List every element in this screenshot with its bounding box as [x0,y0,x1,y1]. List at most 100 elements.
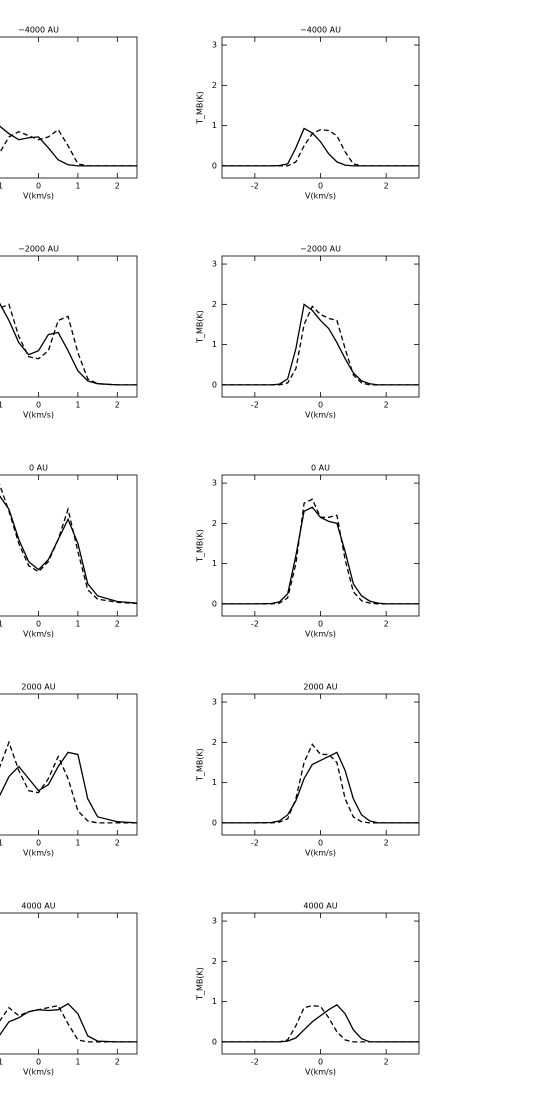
axes-frame [0,912,138,1055]
y-tick-label: 2 [212,300,217,309]
y-tick-label: 0 [212,1037,217,1046]
y-tick-label: 2 [212,519,217,528]
x-tick-label: -1 [0,401,3,410]
y-tick-label: 2 [212,738,217,747]
x-tick-label: -1 [0,1058,3,1067]
x-axis-label: V(km/s) [305,192,336,201]
panel-title: 0 AU [29,464,48,473]
spectrum-line [222,127,419,167]
spectrum-line [0,1004,137,1043]
axes-frame [0,255,138,398]
spectrum-line [222,751,419,824]
x-tick-label: -1 [0,182,3,191]
panel-title: 0 AU [311,464,330,473]
axes-frame [221,255,420,398]
x-tick-label: 2 [115,839,120,848]
x-tick-label: -2 [251,620,259,629]
spectrum-line [222,498,419,605]
y-axis-label: T_MB(K) [196,91,205,125]
x-tick-label: 1 [75,839,80,848]
axes-frame [221,912,420,1055]
x-tick-label: 2 [115,620,120,629]
x-tick-label: -2 [251,182,259,191]
axes-frame [221,474,420,617]
x-tick-label: -2 [251,401,259,410]
x-tick-label: 2 [384,401,389,410]
spectrum-line [0,302,137,386]
x-axis-label: V(km/s) [23,1068,54,1077]
x-tick-label: 1 [75,401,80,410]
panel-title: 4000 AU [21,902,55,911]
x-tick-label: 0 [36,401,41,410]
x-tick-label: -2 [251,1058,259,1067]
panel-title: −2000 AU [300,245,341,254]
x-tick-label: 0 [318,1058,323,1067]
x-axis-label: V(km/s) [305,849,336,858]
spectrum-line [0,740,137,824]
y-tick-label: 1 [212,121,217,130]
y-tick-label: 2 [212,81,217,90]
x-tick-label: -1 [0,620,3,629]
spectrum-line [0,495,138,604]
y-tick-label: 1 [212,778,217,787]
y-tick-label: 0 [212,161,217,170]
panel-title: 2000 AU [21,683,55,692]
x-tick-label: 2 [115,1058,120,1067]
x-axis-label: V(km/s) [23,192,54,201]
x-tick-label: 1 [75,1058,80,1067]
spectrum-line [0,125,137,167]
spectrum-line [0,1002,137,1043]
spectrum-line [222,743,419,824]
x-tick-label: 2 [384,839,389,848]
y-axis-label: T_MB(K) [196,748,205,782]
x-tick-label: 0 [36,182,41,191]
spectrum-line [222,506,419,605]
x-axis-label: V(km/s) [23,630,54,639]
x-tick-label: 2 [115,182,120,191]
y-tick-label: 3 [212,41,217,50]
x-tick-label: 1 [75,182,80,191]
spectrum-line [222,303,419,386]
axes-frame [221,693,420,836]
x-tick-label: 0 [318,620,323,629]
y-axis-label: T_MB(K) [196,967,205,1001]
axes-frame [0,36,138,179]
y-tick-label: 3 [212,479,217,488]
x-tick-label: 2 [384,620,389,629]
y-tick-label: 0 [212,818,217,827]
x-tick-label: 1 [75,620,80,629]
x-tick-label: -2 [251,839,259,848]
x-axis-label: V(km/s) [23,849,54,858]
y-tick-label: 1 [212,340,217,349]
y-tick-label: 3 [212,698,217,707]
y-tick-label: 1 [212,559,217,568]
x-axis-label: V(km/s) [23,411,54,420]
spectrum-line [222,128,419,167]
x-tick-label: 2 [384,1058,389,1067]
x-axis-label: V(km/s) [305,411,336,420]
y-tick-label: 0 [212,599,217,608]
x-axis-label: V(km/s) [305,630,336,639]
panel-title: 2000 AU [303,683,337,692]
x-tick-label: 2 [115,401,120,410]
y-axis-label: T_MB(K) [196,310,205,344]
x-tick-label: 0 [318,401,323,410]
spectrum-line [0,128,137,167]
x-tick-label: 2 [384,182,389,191]
panel-title: −4000 AU [18,26,59,35]
panel-title: −4000 AU [300,26,341,35]
x-axis-label: V(km/s) [305,1068,336,1077]
y-tick-label: 0 [212,380,217,389]
y-tick-label: 3 [212,260,217,269]
axes-frame [0,474,138,617]
x-tick-label: -1 [0,839,3,848]
axes-frame [221,36,420,179]
y-tick-label: 2 [212,957,217,966]
spectrum-line [222,1004,419,1043]
axes-frame [0,693,138,836]
spectrum-line [0,303,137,386]
spectrum-line [222,305,419,386]
y-axis-label: T_MB(K) [196,529,205,563]
spectrum-line [0,751,138,824]
